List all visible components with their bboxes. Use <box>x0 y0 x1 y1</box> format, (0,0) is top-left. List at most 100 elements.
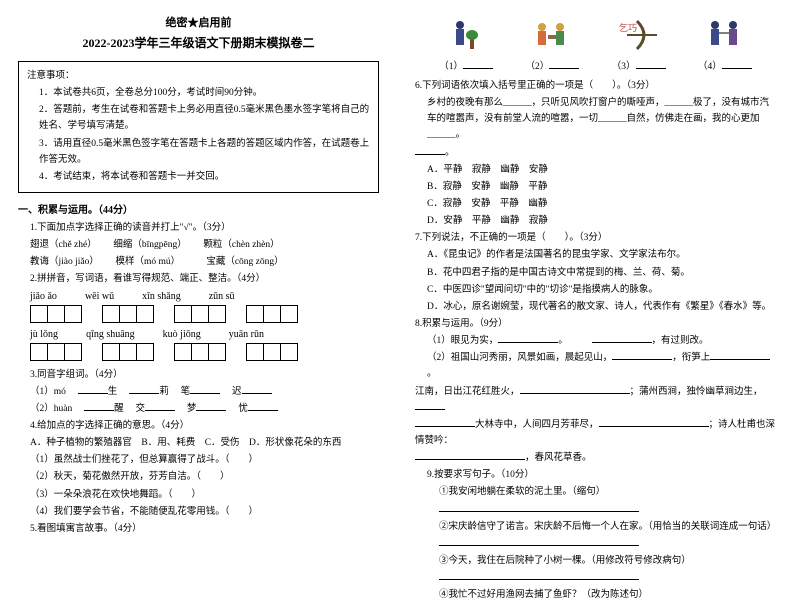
txt: ；蒲州西涧，独怜幽草涧边生， <box>630 387 763 397</box>
blank[interactable] <box>248 401 278 411</box>
blank[interactable] <box>592 333 652 343</box>
txt: （2）祖国山河秀丽，风景如画，晨起见山， <box>427 353 612 363</box>
blank[interactable] <box>722 59 752 69</box>
txt: 大林寺中，人间四月芳菲尽， <box>475 420 599 430</box>
q7-opt: B．花中四君子指的是中国古诗文中常提到的梅、兰、荷、菊。 <box>415 265 776 281</box>
q3-row: （2）huàn 醒 交 梦 忧 <box>18 401 379 417</box>
blank[interactable] <box>463 59 493 69</box>
fable-icon-2 <box>524 14 580 56</box>
q1-opt: 宝藏（cōng zōng） <box>206 257 283 267</box>
q3-label: （2）huàn <box>30 404 72 414</box>
txt: 梦 <box>187 404 197 414</box>
icon-row: 乞巧 <box>415 14 776 56</box>
q1-stem: 1.下面加点字选择正确的读音并打上"√"。（3分） <box>18 220 379 236</box>
blank[interactable] <box>710 350 770 360</box>
q9-l: ①我安闲地躺在柔软的泥土里。（缩句） <box>415 484 776 500</box>
q4-l: （1）虽然战士们挫花了，但总算赢得了战斗。（ ） <box>18 452 379 468</box>
char-grid[interactable] <box>30 305 82 323</box>
q7-opt: A．《昆虫记》的作者是法国著名的昆虫学家、文学家法布尔。 <box>415 247 776 263</box>
q3-label: （1）mó <box>30 387 66 397</box>
blank[interactable] <box>129 384 159 394</box>
q4-l: （4）我们要学会节省，不能随便乱花零用钱。（ ） <box>18 504 379 520</box>
txt: 迟 <box>232 387 242 397</box>
char-grid[interactable] <box>246 305 298 323</box>
q6-blank: 。 <box>415 145 776 161</box>
svg-text:乞巧: 乞巧 <box>619 22 637 33</box>
q4-opts: A．种子植物的繁殖器官 B．用、耗费 C．受伤 D．形状像花朵的东西 <box>18 435 379 451</box>
q1-opt: 教诲（jiào jiǎo） <box>30 257 94 267</box>
notice-item: 4．考试结束，将本试卷和答题卡一并交回。 <box>27 169 370 185</box>
blank[interactable] <box>242 384 272 394</box>
blank[interactable] <box>599 417 709 427</box>
q8-l: 江南，日出江花红胜火，；蒲州西涧，独怜幽草涧边生， <box>415 384 776 416</box>
txt: 乡村的夜晚有那么______，只听见风吹打窗户的嘶哑声，______极了，没有城… <box>427 98 769 140</box>
icon-label: （4） <box>698 62 722 72</box>
pinyin: qīng shuāng <box>86 329 135 340</box>
q9-l: ④我忙不过好用渔网去捕了鱼虾？（改为陈述句） <box>415 587 776 603</box>
blank[interactable] <box>549 59 579 69</box>
q8-l: ，春风花草香。 <box>415 450 776 466</box>
pinyin: wēi wǔ <box>85 291 114 302</box>
q2-stem: 2.拼拼音，写词语，看谁写得规范、端正、整洁。（4分） <box>18 271 379 287</box>
blank[interactable] <box>196 401 226 411</box>
txt: 莉 <box>159 387 169 397</box>
fable-icon-4 <box>697 14 753 56</box>
blank[interactable] <box>415 450 525 460</box>
blank[interactable] <box>612 350 672 360</box>
header-title: 2022-2023学年三年级语文下册期末模拟卷二 <box>18 34 379 51</box>
notice-box: 注意事项： 1．本试卷共6页，全卷总分100分，考试时间90分钟。 2．答题前，… <box>18 61 379 193</box>
answer-line[interactable] <box>415 536 776 552</box>
q6-opt: B．寂静 安静 幽静 平静 <box>415 179 776 195</box>
txt: 生 <box>108 387 118 397</box>
answer-line[interactable] <box>415 502 776 518</box>
page-left: 绝密★启用前 2022-2023学年三年级语文下册期末模拟卷二 注意事项： 1．… <box>0 0 397 562</box>
notice-item: 3．请用直径0.5毫米黑色签字笔在答题卡上各题的答题区域内作答，在试题卷上作答无… <box>27 136 370 168</box>
q4-stem: 4.给加点的字选择正确的意思。（4分） <box>18 418 379 434</box>
q7-opt: D．冰心，原名谢婉莹，现代著名的散文家、诗人，代表作有《繁星》《春水》等。 <box>415 299 776 315</box>
q1-opt: 细缩（bīngpēng） <box>113 240 182 250</box>
pinyin: kuò jiōng <box>163 329 201 340</box>
blank[interactable] <box>498 333 558 343</box>
fable-icon-3: 乞巧 <box>611 14 667 56</box>
q5-stem: 5.看图填寓言故事。（4分） <box>18 521 379 537</box>
q1-row: 教诲（jiào jiǎo） 模样（mó mú） 宝藏（cōng zōng） <box>18 254 379 270</box>
q3-stem: 3.同音字组词。（4分） <box>18 367 379 383</box>
txt: 交 <box>136 404 146 414</box>
q6-opt: D．安静 平静 幽静 寂静 <box>415 213 776 229</box>
char-grid[interactable] <box>30 343 82 361</box>
q2-pinyin-row: jiǎo ǎo wēi wǔ xīn shǎng zūn sū <box>18 291 379 302</box>
answer-line[interactable] <box>415 570 776 586</box>
blank[interactable] <box>520 384 630 394</box>
icon-label: （1） <box>439 62 463 72</box>
char-grid[interactable] <box>246 343 298 361</box>
blank[interactable] <box>145 401 175 411</box>
q6-opt: C．寂静 安静 平静 幽静 <box>415 196 776 212</box>
page-right: 乞巧 （1） （2） （3） （4） 6.下列词语依次填入括号里正确的一项是（ … <box>397 0 794 562</box>
header-secret: 绝密★启用前 <box>18 14 379 30</box>
char-grid[interactable] <box>174 305 226 323</box>
q9-stem: 9.按要求写句子。（10分） <box>415 467 776 483</box>
q8-l: （1）眼见为实，。 ，有过则改。 <box>415 333 776 349</box>
char-grid[interactable] <box>102 305 154 323</box>
txt: 。 <box>427 369 437 379</box>
blank[interactable] <box>415 400 445 410</box>
blank[interactable] <box>415 417 475 427</box>
blank[interactable] <box>78 384 108 394</box>
q8-l: （2）祖国山河秀丽，风景如画，晨起见山， ，衔笋上。 <box>415 350 776 382</box>
txt: ，衔笋上 <box>672 353 710 363</box>
q6-stem: 6.下列词语依次填入括号里正确的一项是（ ）。（3分） <box>415 78 776 94</box>
blank[interactable] <box>636 59 666 69</box>
blank[interactable] <box>190 384 220 394</box>
char-grid[interactable] <box>174 343 226 361</box>
char-grid[interactable] <box>102 343 154 361</box>
fable-icon-1 <box>438 14 494 56</box>
q9-l: ③今天，我住在后院种了小树一棵。（用修改符号修改病句） <box>415 553 776 569</box>
icon-label-row: （1） （2） （3） （4） <box>415 58 776 72</box>
txt: ，春风花草香。 <box>525 453 592 463</box>
txt: 。 <box>558 336 563 346</box>
char-grid-row <box>18 305 379 323</box>
blank[interactable] <box>415 145 445 155</box>
section-1-title: 一、积累与运用。（44分） <box>18 201 379 216</box>
blank[interactable] <box>84 401 114 411</box>
pinyin: yuān rūn <box>229 329 264 340</box>
